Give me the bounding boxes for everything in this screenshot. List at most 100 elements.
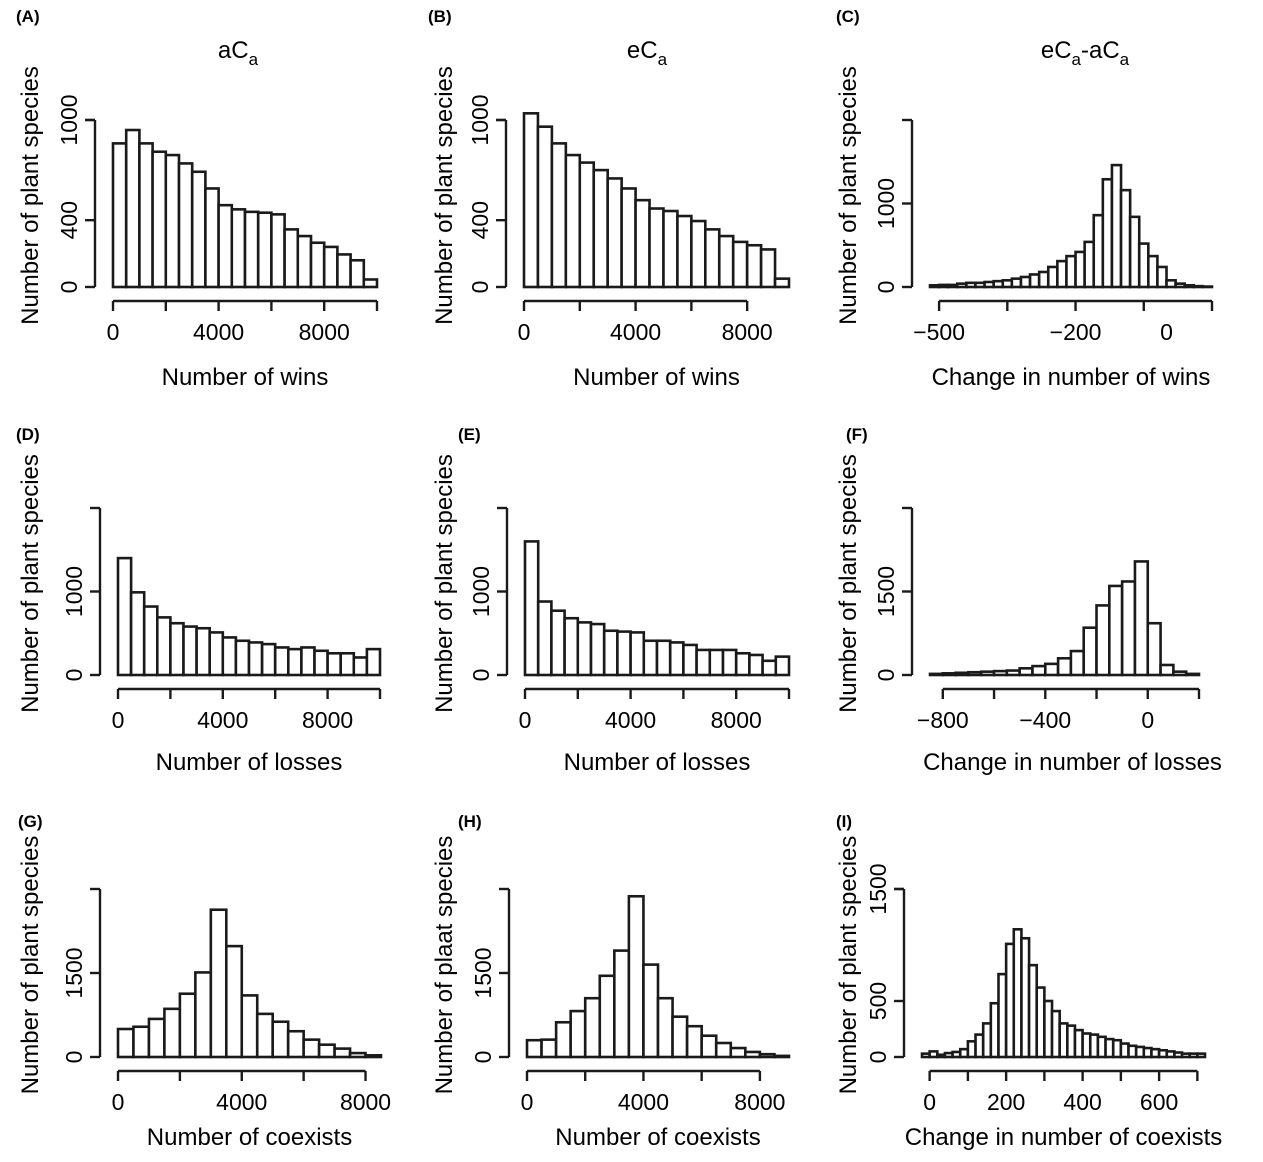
histogram-bar [156, 616, 172, 677]
x-tick-label: 4000 [197, 707, 248, 733]
histogram-bar [598, 974, 616, 1059]
histogram-bars [523, 540, 791, 677]
y-axis-title: Number of plant species [431, 66, 458, 325]
y-tick-label: 400 [56, 201, 82, 239]
histogram-bar [195, 626, 212, 677]
histogram-bar [1001, 279, 1014, 289]
histogram-bars [920, 928, 1207, 1059]
panel-d: (D) 0 1000 0 4000 8000 Number of losses Number … [16, 425, 382, 776]
panel-label: (G) [18, 812, 43, 831]
histogram-bar [721, 648, 738, 677]
panel-label: (B) [428, 7, 452, 26]
histogram-bar [1146, 621, 1162, 677]
histogram-bar [364, 1054, 383, 1059]
histogram-bar [151, 150, 168, 289]
histogram-bar [182, 625, 198, 677]
x-tick-label: 0 [521, 1089, 534, 1115]
histogram-bar [731, 240, 749, 289]
y-tick-label: 0 [470, 1051, 496, 1064]
histogram-bar [362, 278, 379, 289]
histogram-bar [979, 670, 996, 677]
histogram-bar [1043, 662, 1060, 677]
histogram-bars [116, 556, 382, 677]
histogram-bar [142, 605, 159, 677]
histogram-bar [1074, 250, 1086, 289]
histogram-bar [992, 669, 1009, 677]
histogram-bar [536, 125, 554, 289]
x-tick-label: 4000 [618, 1089, 669, 1115]
panel-b: (B) eCa 0 400 1000 0 4000 8000 Number of wins Num… [428, 7, 791, 391]
x-tick-label: 4000 [216, 1089, 267, 1115]
histogram-bar [954, 671, 970, 677]
histogram-bars [111, 128, 379, 289]
panel-label: (I) [836, 812, 852, 831]
histogram-bar [271, 1020, 290, 1059]
histogram-bar [576, 621, 593, 677]
histogram-bar [1019, 275, 1032, 289]
histogram-bar [1082, 626, 1098, 677]
x-axis: −500 −200 0 [913, 299, 1214, 345]
histogram-bar [523, 540, 540, 677]
histogram-bar [1037, 270, 1050, 289]
histogram-bar [209, 908, 228, 1059]
histogram-bar [336, 253, 352, 289]
histogram-bar [1184, 672, 1201, 677]
y-tick-label: 0 [61, 669, 87, 682]
histogram-bar [132, 1025, 151, 1059]
panel-a: (A) aCa 0 400 1000 0 4000 8000 Number of wins Num… [16, 7, 379, 391]
x-tick-label: −500 [913, 319, 965, 345]
panel-g: (G) 0 1500 0 4000 8000 Number of coexists Numbe… [17, 812, 391, 1151]
x-axis: −800 −400 0 [917, 687, 1201, 733]
histogram-bar [1133, 560, 1150, 677]
histogram-bar [745, 243, 763, 289]
panel-c: (C) eCa-aCa 0 1000 −500 −200 0 Change in number… [835, 7, 1214, 391]
histogram-bar [1101, 177, 1114, 289]
histogram-bar [550, 609, 566, 677]
histogram-bar [286, 1029, 305, 1059]
histogram-bar [1069, 649, 1086, 677]
histogram-bar [273, 646, 290, 677]
histogram-bar [234, 639, 251, 677]
histogram-bar [676, 214, 693, 289]
histogram-bar [1174, 282, 1187, 289]
histogram-bar [169, 621, 185, 677]
y-axis-title: Number of plant species [431, 454, 458, 713]
histogram-bar [352, 656, 369, 677]
histogram-bar [177, 162, 194, 289]
histogram-bar [642, 963, 660, 1059]
histogram-bar [563, 616, 580, 677]
x-tick-label: 4000 [610, 319, 661, 345]
x-tick-label: −200 [1050, 319, 1102, 345]
histogram-bar [300, 646, 316, 677]
x-tick-label: −400 [1019, 707, 1071, 733]
histogram-bar [247, 641, 264, 677]
panel-label: (C) [836, 7, 860, 26]
y-tick-label: 0 [467, 281, 493, 294]
y-tick-label: 0 [865, 1051, 891, 1064]
histogram-bar [111, 142, 128, 289]
histogram-bar [616, 630, 632, 677]
histogram-bar [583, 996, 602, 1059]
histogram-bar [147, 1017, 166, 1059]
histogram-bar [1137, 242, 1150, 289]
histogram-bar [627, 894, 645, 1059]
histogram-bar [283, 228, 300, 289]
histogram-bar [204, 187, 220, 289]
y-tick-label: 0 [61, 1051, 87, 1064]
y-axis-title: Number of plant species [835, 66, 862, 325]
x-tick-label: 400 [1063, 1089, 1101, 1115]
histogram-bar [928, 672, 945, 677]
y-axis: 0 1000 [873, 118, 914, 293]
histogram-bar [525, 1038, 543, 1059]
histogram-bar [164, 153, 181, 289]
histogram-bar [224, 944, 244, 1059]
x-tick-label: 8000 [722, 319, 773, 345]
x-axis-title: Number of wins [162, 364, 329, 391]
x-axis: 0 4000 8000 [519, 687, 791, 733]
x-axis-title: Number of coexists [555, 1124, 760, 1151]
y-axis: 0 1500 [873, 506, 914, 681]
histogram-bar [522, 112, 540, 289]
x-tick-label: 0 [1160, 319, 1173, 345]
histogram-bar [116, 556, 133, 677]
panel-f: (F) 0 1500 −800 −400 0 Change in number of los… [835, 425, 1222, 776]
